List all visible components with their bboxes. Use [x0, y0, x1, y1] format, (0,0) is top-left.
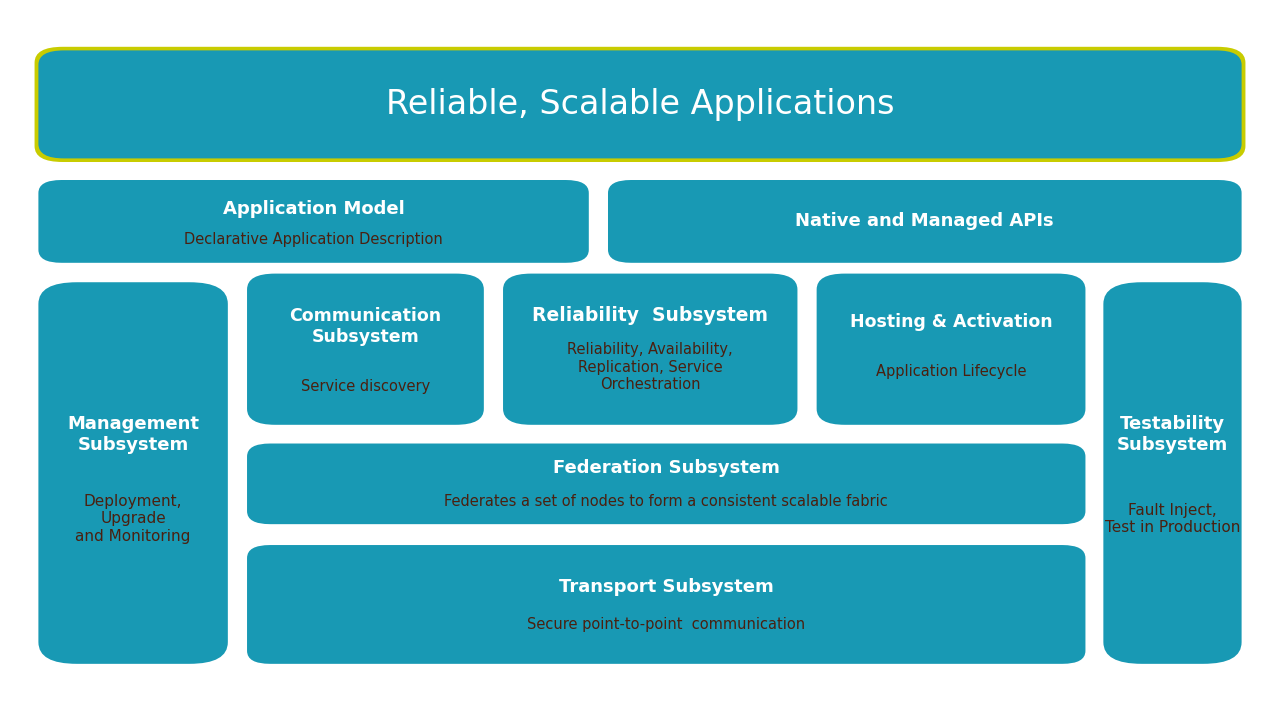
Text: Reliability, Availability,
Replication, Service
Orchestration: Reliability, Availability, Replication, … — [567, 343, 733, 392]
FancyBboxPatch shape — [247, 274, 484, 425]
Text: Native and Managed APIs: Native and Managed APIs — [795, 212, 1055, 230]
FancyBboxPatch shape — [1103, 282, 1242, 664]
FancyBboxPatch shape — [35, 47, 1245, 162]
Text: Federation Subsystem: Federation Subsystem — [553, 459, 780, 477]
FancyBboxPatch shape — [608, 180, 1242, 263]
Text: Reliability  Subsystem: Reliability Subsystem — [532, 307, 768, 325]
Text: Declarative Application Description: Declarative Application Description — [184, 232, 443, 247]
Text: Fault Inject,
Test in Production: Fault Inject, Test in Production — [1105, 503, 1240, 535]
FancyBboxPatch shape — [38, 50, 1242, 158]
FancyBboxPatch shape — [247, 545, 1085, 664]
Text: Communication
Subsystem: Communication Subsystem — [289, 307, 442, 346]
FancyBboxPatch shape — [247, 444, 1085, 524]
Text: Reliable, Scalable Applications: Reliable, Scalable Applications — [385, 88, 895, 121]
FancyBboxPatch shape — [817, 274, 1085, 425]
Text: Secure point-to-point  communication: Secure point-to-point communication — [527, 617, 805, 632]
Text: Application Lifecycle: Application Lifecycle — [876, 364, 1027, 379]
FancyBboxPatch shape — [38, 282, 228, 664]
Text: Federates a set of nodes to form a consistent scalable fabric: Federates a set of nodes to form a consi… — [444, 494, 888, 509]
Text: Transport Subsystem: Transport Subsystem — [559, 577, 773, 595]
FancyBboxPatch shape — [38, 180, 589, 263]
Text: Deployment,
Upgrade
and Monitoring: Deployment, Upgrade and Monitoring — [76, 494, 191, 544]
FancyBboxPatch shape — [503, 274, 797, 425]
Text: Hosting & Activation: Hosting & Activation — [850, 313, 1052, 331]
Text: Service discovery: Service discovery — [301, 379, 430, 395]
Text: Testability
Subsystem: Testability Subsystem — [1117, 415, 1228, 454]
Text: Application Model: Application Model — [223, 200, 404, 218]
Text: Management
Subsystem: Management Subsystem — [67, 415, 200, 454]
